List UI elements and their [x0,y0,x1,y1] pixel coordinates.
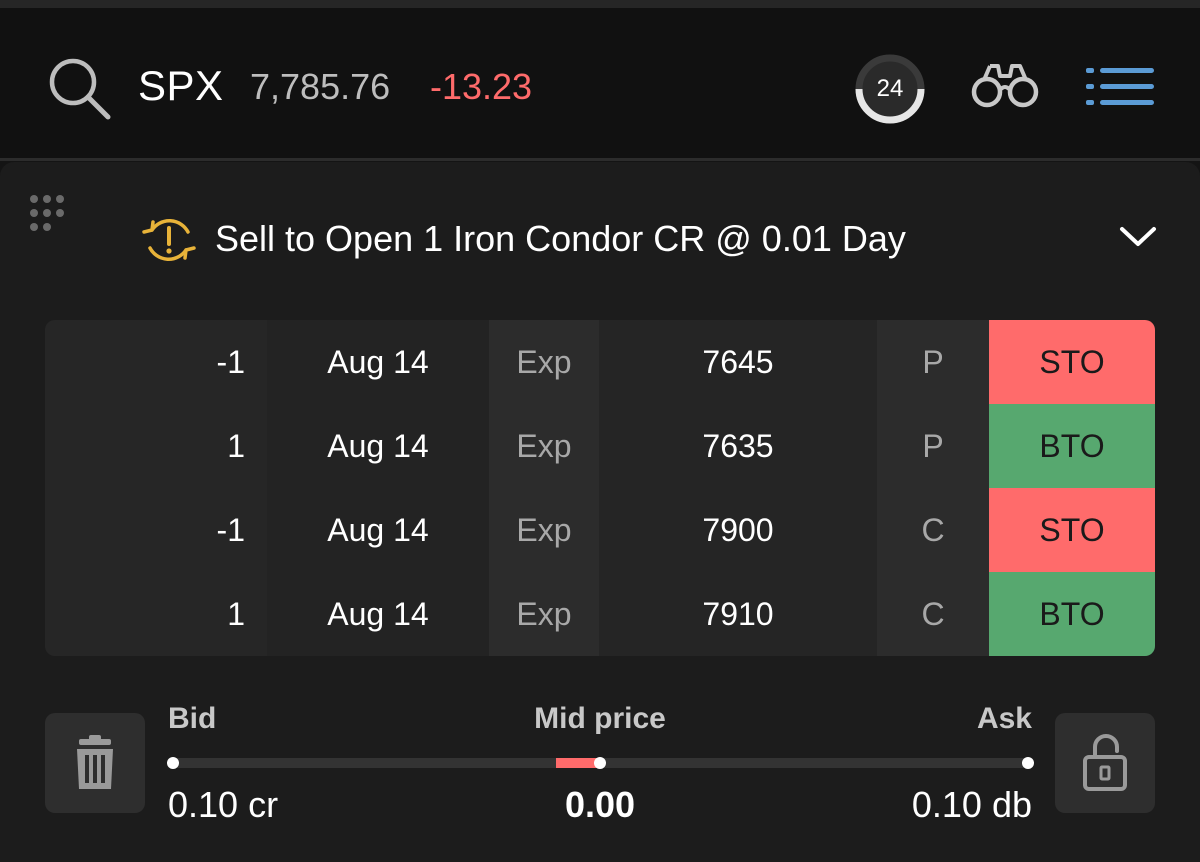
leg-option-type[interactable]: C [921,512,945,548]
type-column [877,320,989,656]
order-legs-table: -1 Aug 14 Exp 7645 P STO 1 Aug 14 Exp 76… [45,320,1155,656]
leg-action-button[interactable]: STO [989,488,1155,572]
list-icon[interactable] [1086,66,1154,108]
leg-expiration-date[interactable]: Aug 14 [327,428,429,464]
trash-icon [77,735,113,789]
leg-option-type[interactable]: C [921,596,945,632]
warning-refresh-icon [142,219,196,261]
search-icon[interactable] [46,55,112,121]
drag-handle-icon[interactable] [28,193,72,239]
binoculars-icon[interactable] [970,62,1040,108]
status-strip [0,0,1200,8]
leg-expiration-date[interactable]: Aug 14 [327,344,429,380]
leg-quantity[interactable]: 1 [227,596,245,632]
slider-bid-end [167,757,179,769]
price-slider-fill [556,758,600,768]
order-summary-title[interactable]: Sell to Open 1 Iron Condor CR @ 0.01 Day [215,218,906,259]
leg-expiration-date[interactable]: Aug 14 [327,596,429,632]
leg-option-type[interactable]: P [922,344,944,380]
qty-column [45,320,267,656]
chevron-down-icon[interactable] [1118,224,1158,250]
mid-price-label: Mid price [534,702,666,735]
leg-row: 1 Aug 14 Exp 7635 P BTO [45,404,1155,488]
ask-label: Ask [976,702,1032,735]
leg-exp-label: Exp [516,344,572,380]
strike-column [599,320,877,656]
leg-row: -1 Aug 14 Exp 7900 C STO [45,488,1155,572]
price-lock-button[interactable] [1055,713,1155,813]
bid-value: 0.10 cr [168,784,279,825]
leg-exp-label: Exp [516,512,572,548]
refresh-timer-icon[interactable] [854,53,926,125]
ask-value: 0.10 db [911,784,1032,825]
mid-price-value[interactable]: 0.00 [564,784,636,825]
refresh-timer-value: 24 [876,75,904,102]
symbol-ticker[interactable]: SPX [138,62,224,109]
leg-strike[interactable]: 7900 [702,512,774,548]
date-column [267,320,489,656]
leg-exp-label: Exp [516,596,572,632]
leg-strike[interactable]: 7645 [702,344,774,380]
leg-strike[interactable]: 7910 [702,596,774,632]
exp-column [489,320,599,656]
leg-action-button[interactable]: BTO [989,572,1155,656]
leg-quantity[interactable]: -1 [216,512,245,548]
symbol-price: 7,785.76 [250,66,391,107]
unlock-icon [1083,734,1127,791]
leg-expiration-date[interactable]: Aug 14 [327,512,429,548]
bid-label: Bid [168,702,217,735]
leg-quantity[interactable]: 1 [227,428,245,464]
price-slider-handle[interactable] [594,757,606,769]
leg-action-button[interactable]: STO [989,320,1155,404]
leg-row: 1 Aug 14 Exp 7910 C BTO [45,572,1155,656]
leg-action-button[interactable]: BTO [989,404,1155,488]
symbol-header [0,8,1200,160]
leg-row: -1 Aug 14 Exp 7645 P STO [45,320,1155,404]
leg-quantity[interactable]: -1 [216,344,245,380]
delete-order-button[interactable] [45,713,145,813]
leg-exp-label: Exp [516,428,572,464]
leg-strike[interactable]: 7635 [702,428,774,464]
header-divider [0,158,1200,161]
symbol-change: -13.23 [430,66,533,107]
leg-option-type[interactable]: P [922,428,944,464]
slider-ask-end [1022,757,1034,769]
